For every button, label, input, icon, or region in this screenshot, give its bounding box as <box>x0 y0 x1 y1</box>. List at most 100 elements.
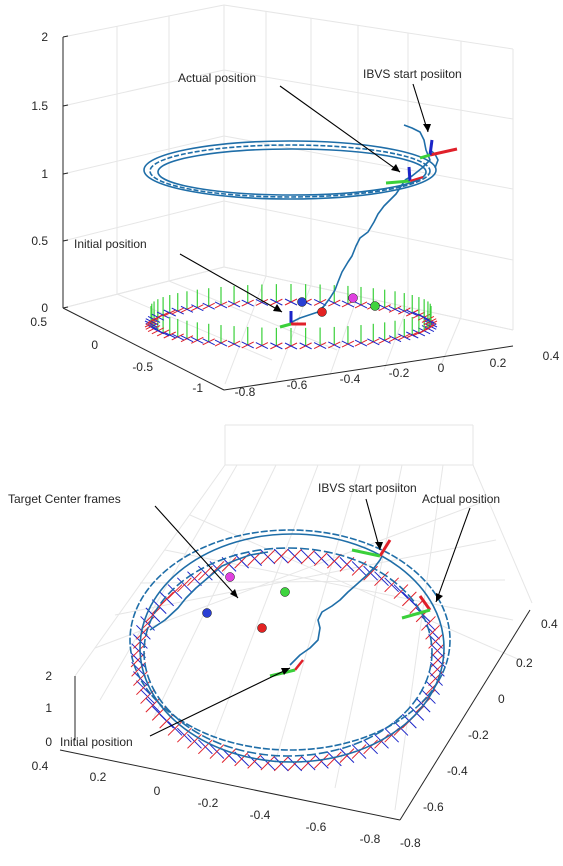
frame-x-axis <box>384 577 400 593</box>
marker-magenta <box>348 293 358 303</box>
frame-z-axis <box>398 307 411 315</box>
frame-x-axis <box>260 755 276 771</box>
bottom-z-tick-labels: 2 1 0 <box>45 669 52 749</box>
x-tick: -0.4 <box>340 372 361 386</box>
frame-x-axis <box>167 721 183 736</box>
frame-z-axis <box>202 338 215 346</box>
x-tick: -0.6 <box>287 378 308 392</box>
bottom-trajectory <box>129 529 451 763</box>
top-annotations: Actual position IBVS start posiiton Init… <box>74 67 462 313</box>
x-tick: -0.2 <box>198 796 219 810</box>
frame-x-axis <box>314 754 329 769</box>
marker-red <box>317 307 327 317</box>
frame-x-axis <box>159 591 175 607</box>
frame-x-axis <box>339 557 355 572</box>
bottom-grid <box>74 424 533 811</box>
frame-x-axis <box>300 549 316 565</box>
frame-z-axis <box>191 336 204 344</box>
z-tick: 1 <box>41 167 48 181</box>
frame-x-axis <box>273 756 289 772</box>
top-markers <box>297 293 380 317</box>
frame-z-axis <box>398 333 411 341</box>
frame-z-axis <box>313 299 327 306</box>
frame-z-axis <box>214 301 228 309</box>
frame-z-axis <box>424 318 437 326</box>
frame-z-axis <box>367 338 380 346</box>
frame-z-axis <box>147 325 161 333</box>
annotation-initial-position: Initial position <box>60 735 133 749</box>
frame-x-axis <box>176 577 192 593</box>
frame-x-axis <box>187 571 202 587</box>
frame-z-axis <box>214 339 228 347</box>
frame-z-axis <box>171 333 184 341</box>
frame-z-axis <box>388 305 402 313</box>
z-tick: 0 <box>45 735 52 749</box>
frame-x-axis <box>287 756 303 772</box>
x-tick: 0.2 <box>490 356 507 370</box>
frame-x-axis <box>339 748 355 763</box>
z-tick: 0 <box>41 301 48 315</box>
marker-red <box>257 623 267 633</box>
frame-z-axis <box>378 336 391 344</box>
marker-green <box>370 301 380 311</box>
bottom-x-tick-labels: 0.4 0.2 0 -0.2 -0.4 -0.6 -0.8 <box>32 759 381 846</box>
x-tick: 0 <box>438 361 445 375</box>
frame-x-axis <box>198 739 213 755</box>
frame-z-axis <box>412 329 426 337</box>
z-tick: 2 <box>45 669 52 683</box>
x-tick: 0.2 <box>90 770 107 784</box>
frame-z-axis <box>202 302 215 310</box>
frame-z-axis <box>145 322 158 330</box>
frame-x-axis <box>428 634 443 649</box>
frame-z-axis <box>270 298 283 306</box>
y-tick: 0 <box>91 338 98 352</box>
frame-z-axis <box>241 299 254 307</box>
frame-z-axis <box>227 300 241 308</box>
frame-x-axis <box>260 549 276 565</box>
y-tick: 0.2 <box>516 656 533 670</box>
frame-z-axis <box>171 307 184 315</box>
y-tick: 0 <box>498 692 505 706</box>
bottom-y-tick-labels: 0.4 0.2 0 -0.2 -0.4 -0.6 -0.8 <box>400 617 558 850</box>
marker-blue <box>202 608 212 618</box>
x-tick: -0.8 <box>235 385 256 399</box>
frame-x-axis <box>300 755 316 771</box>
annotation-ibvs-start: IBVS start posiiton <box>318 481 417 495</box>
frame-z-axis <box>341 340 355 348</box>
frame-z-axis <box>341 300 355 308</box>
annotation-actual-position: Actual position <box>178 71 256 85</box>
y-tick: -1 <box>192 381 203 395</box>
frame-z-axis <box>180 335 194 343</box>
x-tick: 0.4 <box>543 349 560 363</box>
frame-z-axis <box>163 309 176 317</box>
frame-z-axis <box>144 320 158 328</box>
x-tick: -0.6 <box>306 820 327 834</box>
frame-z-axis <box>378 304 391 312</box>
bottom-annotations: Target Center frames IBVS start posiiton… <box>8 481 500 749</box>
x-tick: 0 <box>154 784 161 798</box>
bottom-axes <box>59 609 531 821</box>
frame-x-axis <box>273 548 289 564</box>
frame-z-axis <box>284 342 298 350</box>
frame-x-axis <box>287 548 303 564</box>
frame-x-axis <box>221 748 237 763</box>
annotation-ibvs-start: IBVS start posiiton <box>363 67 462 81</box>
frame-z-axis <box>163 331 176 339</box>
frame-z-axis <box>299 342 312 350</box>
frame-z-axis <box>255 299 269 306</box>
frame-z-axis <box>145 318 158 326</box>
frame-z-axis <box>241 341 254 349</box>
frame-x-axis <box>209 744 225 759</box>
frame-x-axis <box>131 643 146 659</box>
z-tick: 2 <box>41 30 48 44</box>
top-axes <box>62 35 514 391</box>
bottom-camera-frames <box>269 539 432 678</box>
bottom-3d-plot: 2 1 0 0.4 0.2 0 -0.2 -0.4 -0.6 -0.8 0.4 … <box>8 424 558 850</box>
frame-z-axis <box>328 341 341 349</box>
y-tick: -0.6 <box>423 800 444 814</box>
frame-z-axis <box>191 304 204 312</box>
frame-x-axis <box>198 565 213 581</box>
frame-z-axis <box>227 340 241 348</box>
top-3d-plot: 2 1.5 1 0.5 0 0.5 0 -0.5 -1 -0.8 -0.6 -0… <box>30 4 560 399</box>
